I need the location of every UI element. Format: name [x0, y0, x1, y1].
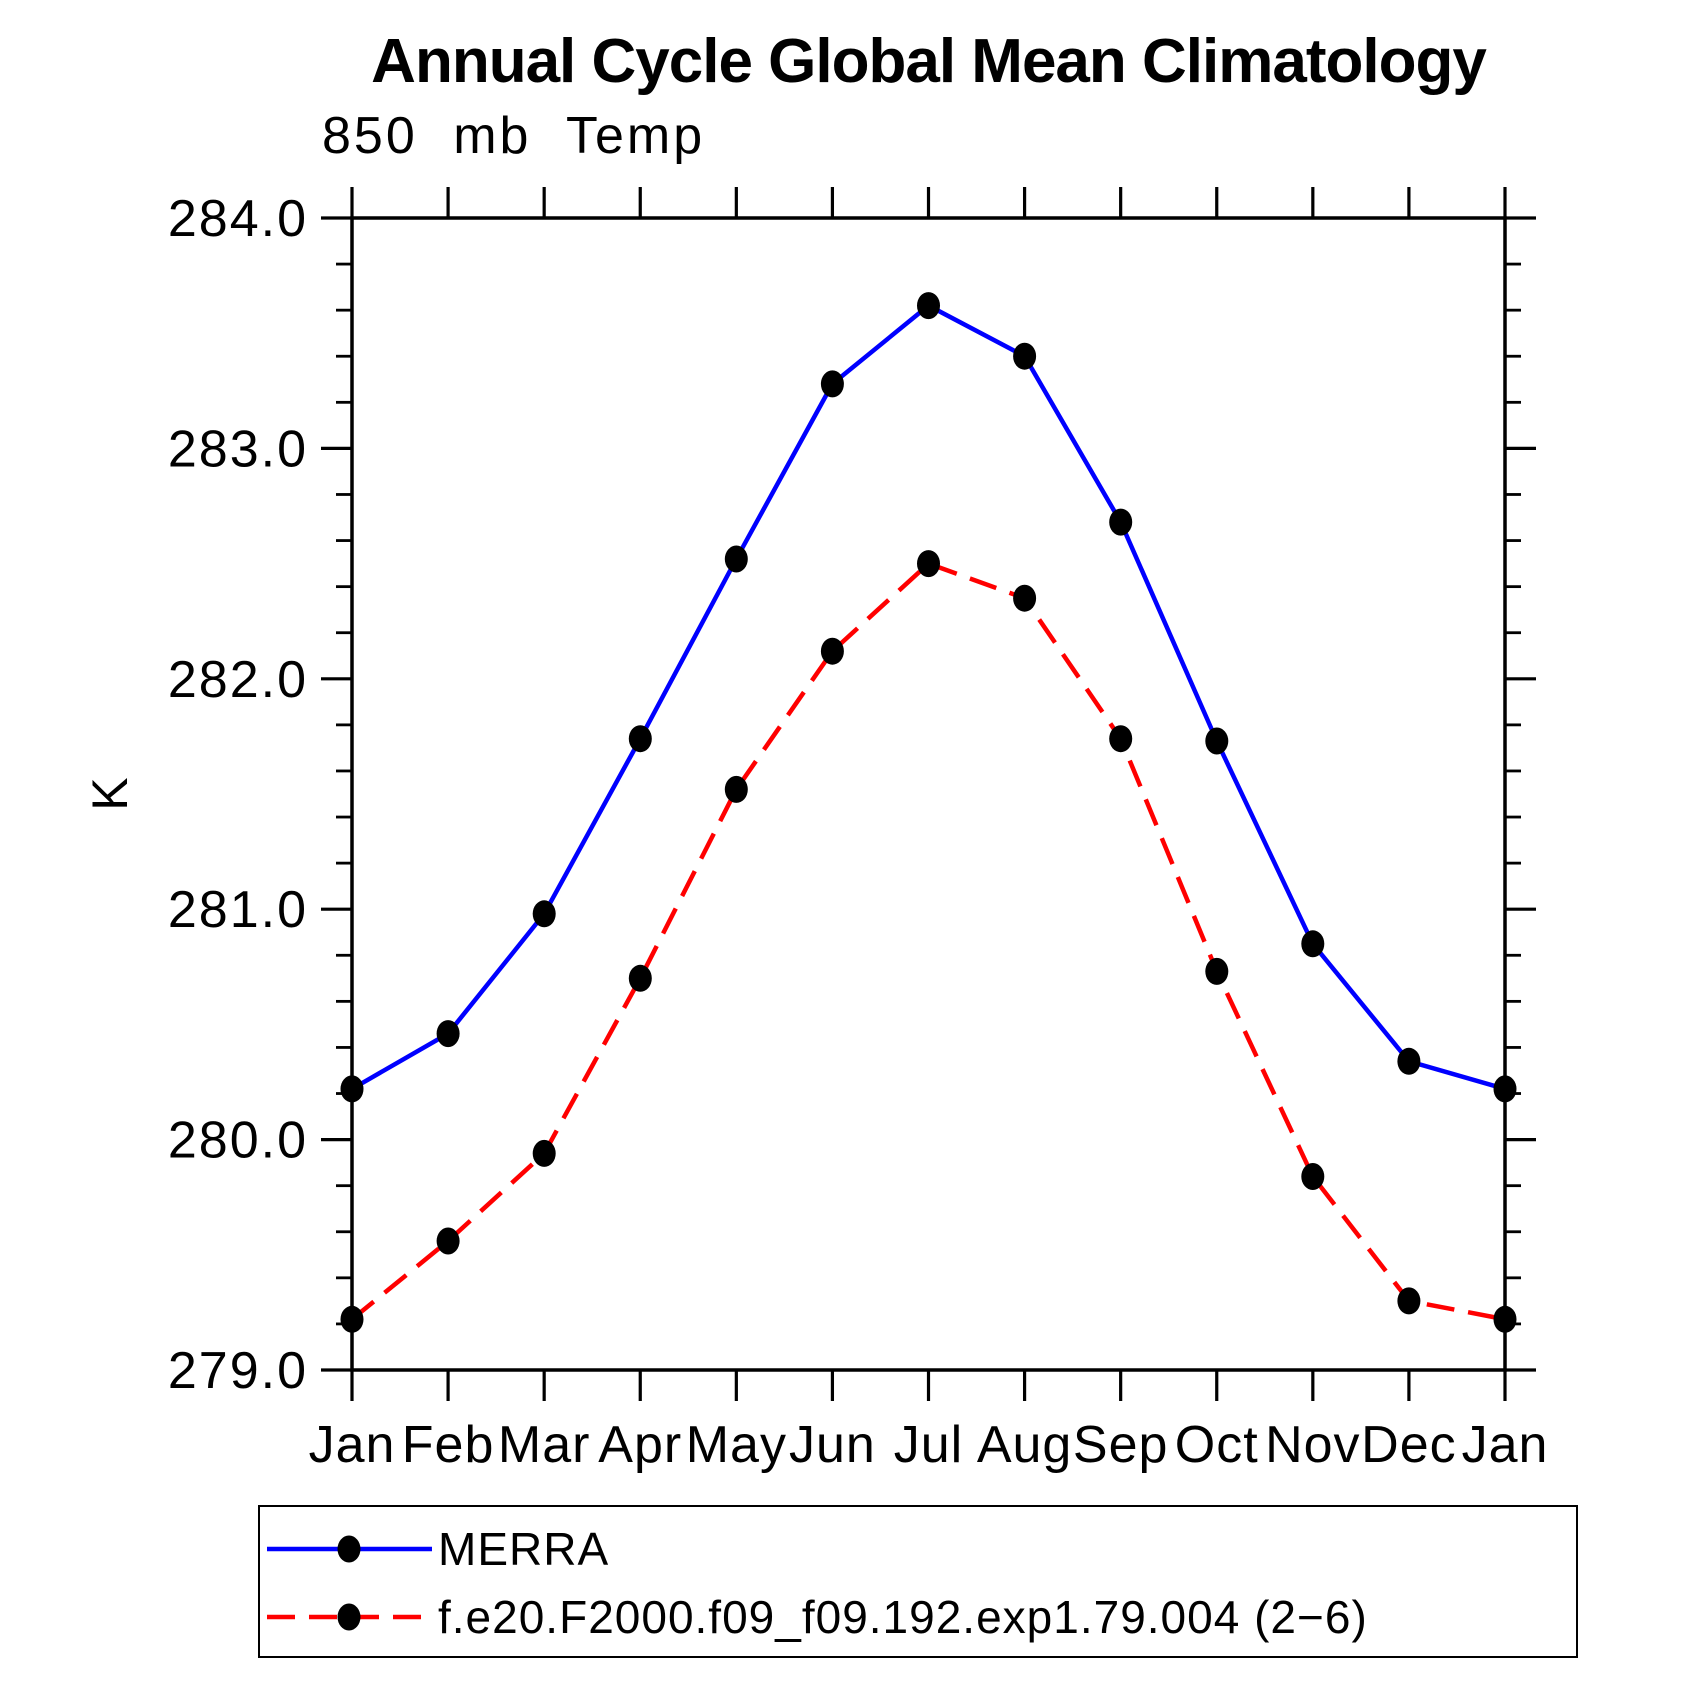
- chart-subtitle: 850 mb Temp: [322, 107, 706, 165]
- y-tick-label: 284.0: [168, 190, 308, 248]
- x-tick-label: Mar: [498, 1416, 591, 1474]
- data-point-merra-7: [1013, 342, 1037, 370]
- y-tick-label: 281.0: [168, 881, 308, 939]
- data-point-model-8: [1109, 725, 1133, 753]
- plot-frame-rect: [350, 216, 1507, 1372]
- x-axis-tick-labels: Jan Feb Mar Apr May Jun Jul Aug Sep Oct Nov Dec Jan: [309, 1416, 1549, 1474]
- legend-label-model: f.e20.F2000.f09_f09.192.exp1.79.004 (2−6…: [438, 1591, 1368, 1643]
- data-point-model-5: [820, 637, 844, 665]
- data-point-model-12: [1493, 1305, 1517, 1333]
- data-point-merra-8: [1109, 508, 1133, 536]
- series-line-model: [350, 561, 1506, 1322]
- data-point-model-4: [724, 775, 748, 803]
- y-axis-tick-labels: 279.0 280.0 281.0 282.0 283.0 284.0: [168, 190, 308, 1400]
- x-tick-label: Feb: [402, 1416, 495, 1474]
- data-point-model-10: [1301, 1163, 1325, 1190]
- plot-frame: [350, 216, 1507, 1372]
- x-tick-label: Dec: [1361, 1416, 1456, 1474]
- x-tick-label: Jan: [309, 1416, 396, 1474]
- x-tick-label: Jan: [1462, 1416, 1549, 1474]
- y-tick-label: 280.0: [168, 1112, 308, 1170]
- merra-line-sample-icon: [267, 1535, 432, 1563]
- y-axis-ticks: [321, 216, 1536, 1372]
- x-tick-label: Apr: [598, 1416, 682, 1474]
- x-tick-label: Sep: [1073, 1416, 1169, 1474]
- data-point-model-7: [1013, 584, 1037, 612]
- x-tick-label: Nov: [1265, 1416, 1360, 1474]
- data-point-model-3: [628, 964, 652, 992]
- chart-title: Annual Cycle Global Mean Climatology: [371, 27, 1487, 96]
- data-point-model-9: [1205, 957, 1229, 985]
- data-point-merra-6: [917, 292, 940, 320]
- legend-row-model: f.e20.F2000.f09_f09.192.exp1.79.004 (2−6…: [265, 1589, 1368, 1645]
- data-point-merra-11: [1397, 1047, 1421, 1075]
- model-line-sample-icon: [267, 1603, 432, 1631]
- data-point-merra-4: [724, 545, 748, 573]
- data-point-model-6: [917, 550, 940, 578]
- series-line-merra: [350, 302, 1506, 1092]
- y-tick-label: 283.0: [168, 420, 308, 478]
- data-point-merra-0: [340, 1075, 364, 1103]
- data-series: [340, 292, 1517, 1333]
- data-point-model-0: [340, 1305, 364, 1333]
- legend-row-merra: MERRA: [265, 1521, 609, 1577]
- x-tick-label: Jul: [894, 1416, 963, 1474]
- data-point-model-2: [532, 1139, 556, 1167]
- data-point-merra-10: [1301, 930, 1325, 958]
- x-axis-ticks: [350, 187, 1507, 1401]
- y-tick-label: 279.0: [168, 1342, 308, 1400]
- data-point-model-1: [436, 1227, 460, 1255]
- legend-label-merra: MERRA: [438, 1523, 610, 1575]
- data-point-merra-1: [436, 1020, 460, 1048]
- y-tick-label: 282.0: [168, 651, 308, 709]
- x-tick-label: Aug: [977, 1416, 1073, 1474]
- x-tick-label: Oct: [1175, 1416, 1259, 1474]
- data-point-merra-9: [1205, 727, 1229, 755]
- data-point-merra-2: [532, 900, 556, 928]
- data-point-merra-5: [820, 370, 844, 398]
- x-tick-label: Jun: [789, 1416, 876, 1474]
- legend: MERRA f.e20.F2000.f09_f09.192.exp1.79.00…: [258, 1505, 1578, 1658]
- data-point-model-11: [1397, 1287, 1421, 1315]
- data-point-merra-12: [1493, 1075, 1517, 1103]
- data-point-merra-3: [628, 725, 652, 753]
- x-tick-label: May: [686, 1416, 787, 1474]
